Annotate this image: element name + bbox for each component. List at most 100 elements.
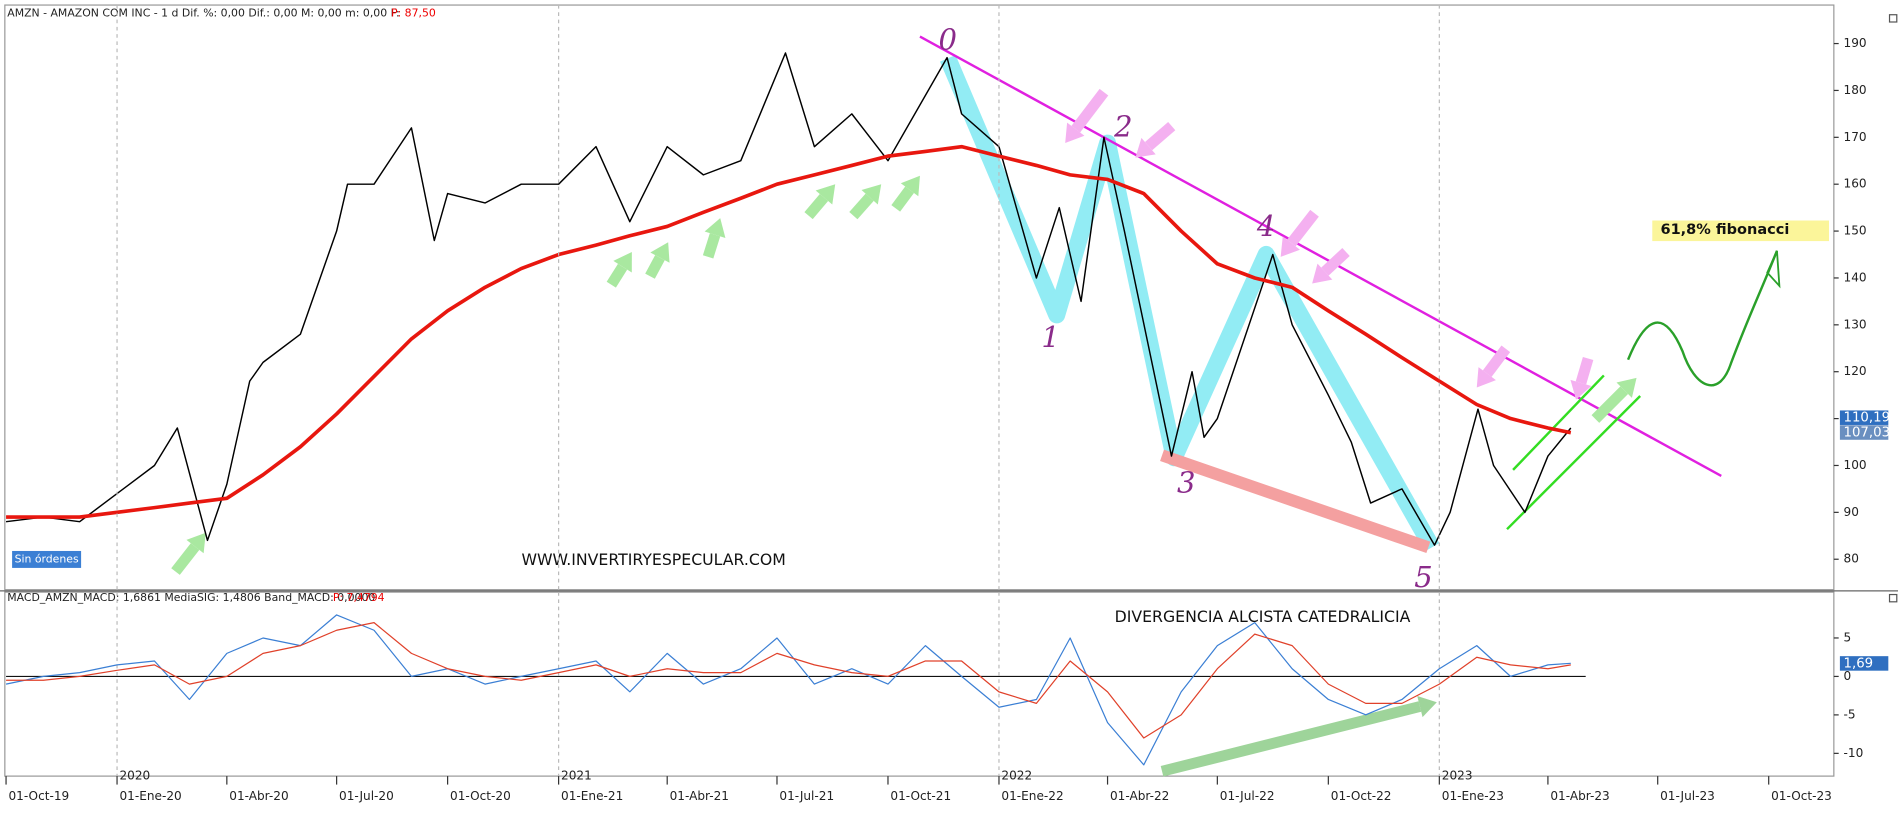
year-label: 2021 bbox=[561, 769, 592, 783]
arrow-shaft bbox=[1321, 247, 1350, 276]
series-line bbox=[5, 52, 1572, 546]
arrow-shaft bbox=[702, 233, 721, 259]
arrow-shaft bbox=[1071, 88, 1109, 133]
orders-badge bbox=[12, 550, 82, 568]
watermark: WWW.INVERTIRYESPECULAR.COM bbox=[521, 550, 785, 569]
x-tick-label: 01-Oct-19 bbox=[8, 789, 69, 803]
support-line bbox=[1160, 449, 1431, 554]
orders-text: Sin órdenes bbox=[15, 552, 79, 565]
y-tick-label: 130 bbox=[1844, 317, 1867, 331]
arrow-shaft bbox=[645, 255, 665, 279]
last-value-label: 1,69 bbox=[1844, 656, 1874, 671]
x-tick-label: 01-Oct-20 bbox=[450, 789, 511, 803]
price-header-value: P: 87,50 bbox=[391, 7, 436, 20]
arrow bbox=[891, 175, 920, 212]
year-label: 2022 bbox=[1001, 769, 1032, 783]
price-panel-frame bbox=[4, 4, 1835, 591]
wave-label: 0 bbox=[939, 22, 957, 56]
arrow-shaft bbox=[804, 193, 829, 220]
wave-label: 5 bbox=[1414, 560, 1432, 594]
x-tick-label: 01-Jul-22 bbox=[1220, 789, 1275, 803]
y-tick-label: 190 bbox=[1844, 36, 1867, 50]
arrow bbox=[1312, 247, 1350, 284]
series-line bbox=[6, 622, 1571, 739]
arrow-head bbox=[861, 184, 882, 205]
last-value-label: 107,03 bbox=[1844, 426, 1891, 441]
x-tick-label: 01-Abr-20 bbox=[229, 789, 288, 803]
arrow bbox=[1135, 121, 1176, 158]
wave-label: 2 bbox=[1113, 110, 1132, 144]
x-tick-label: 01-Ene-20 bbox=[119, 789, 181, 803]
projection-curve bbox=[1626, 250, 1779, 387]
channel-line bbox=[1506, 395, 1642, 531]
arrow bbox=[804, 184, 836, 220]
series-line bbox=[6, 144, 1572, 519]
wave-label: 4 bbox=[1256, 209, 1275, 243]
arrow-head bbox=[1616, 377, 1637, 398]
x-tick-label: 01-Oct-23 bbox=[1771, 789, 1832, 803]
arrow-head bbox=[186, 532, 206, 554]
arrow-shaft bbox=[891, 186, 914, 212]
arrow bbox=[1280, 209, 1319, 257]
year-label: 2023 bbox=[1442, 769, 1473, 783]
wave-label: 1 bbox=[1041, 320, 1059, 354]
last-value-box bbox=[1839, 656, 1889, 671]
y-tick-label: 180 bbox=[1844, 83, 1867, 97]
fibonacci-text: 61,8% fibonacci bbox=[1660, 222, 1789, 238]
divergence-text: DIVERGENCIA ALCISTA CATEDRALICIA bbox=[1115, 607, 1411, 626]
arrow-head bbox=[1065, 122, 1085, 144]
arrow-head bbox=[1280, 236, 1300, 257]
x-tick-label: 01-Jul-20 bbox=[339, 789, 394, 803]
x-tick-label: 01-Jul-21 bbox=[779, 789, 834, 803]
arrow bbox=[1065, 88, 1109, 144]
x-tick-label: 01-Jul-23 bbox=[1660, 789, 1715, 803]
x-tick-label: 01-Oct-21 bbox=[890, 789, 951, 803]
y-tick-label: -10 bbox=[1844, 746, 1864, 760]
arrow bbox=[171, 532, 206, 575]
year-label: 2020 bbox=[119, 769, 150, 783]
wave-label: 3 bbox=[1177, 465, 1195, 499]
projection-head bbox=[1766, 250, 1781, 289]
y-tick-label: 100 bbox=[1844, 458, 1867, 472]
x-tick-label: 01-Abr-21 bbox=[670, 789, 729, 803]
arrow-shaft bbox=[1287, 209, 1319, 247]
y-tick-label: 150 bbox=[1844, 224, 1867, 238]
macd-header-value: P: 7,4794 bbox=[333, 591, 385, 604]
arrow-shaft bbox=[606, 263, 628, 288]
fibonacci-box bbox=[1652, 220, 1830, 242]
price-header: AMZN - AMAZON COM INC - 1 d Dif. %: 0,00… bbox=[7, 7, 399, 20]
arrow-shaft bbox=[1591, 386, 1629, 423]
annotations-layer bbox=[171, 35, 1781, 777]
arrow-head bbox=[815, 184, 836, 205]
arrow-head bbox=[1476, 367, 1496, 388]
x-tick-label: 01-Abr-23 bbox=[1550, 789, 1609, 803]
arrow bbox=[645, 242, 670, 279]
last-value-box bbox=[1839, 410, 1889, 425]
arrow-shaft bbox=[171, 543, 200, 575]
arrow-head bbox=[900, 175, 920, 197]
macd-panel-frame bbox=[4, 591, 1835, 777]
last-value-box bbox=[1839, 425, 1889, 440]
x-tick-label: 01-Ene-23 bbox=[1442, 789, 1504, 803]
arrow-head bbox=[650, 242, 670, 263]
arrow bbox=[606, 251, 632, 288]
x-tick-label: 01-Ene-22 bbox=[1001, 789, 1063, 803]
arrow bbox=[1160, 695, 1437, 777]
last-value-label: 110,19 bbox=[1844, 411, 1891, 426]
y-tick-label: 140 bbox=[1844, 270, 1867, 284]
y-tick-label: 90 bbox=[1844, 505, 1859, 519]
arrow-head bbox=[1312, 263, 1333, 284]
y-tick-label: 120 bbox=[1844, 364, 1867, 378]
y-tick-label: 80 bbox=[1844, 552, 1859, 566]
x-tick-label: 01-Abr-22 bbox=[1110, 789, 1169, 803]
arrow bbox=[1591, 377, 1637, 423]
arrow bbox=[702, 218, 726, 259]
series-line bbox=[5, 614, 1571, 766]
panel-button[interactable] bbox=[1888, 14, 1898, 23]
macd-header: MACD_AMZN_MACD: 1,6861 MediaSIG: 1,4806 … bbox=[7, 591, 375, 604]
panel-button[interactable] bbox=[1888, 593, 1898, 603]
arrow-head bbox=[704, 218, 726, 238]
